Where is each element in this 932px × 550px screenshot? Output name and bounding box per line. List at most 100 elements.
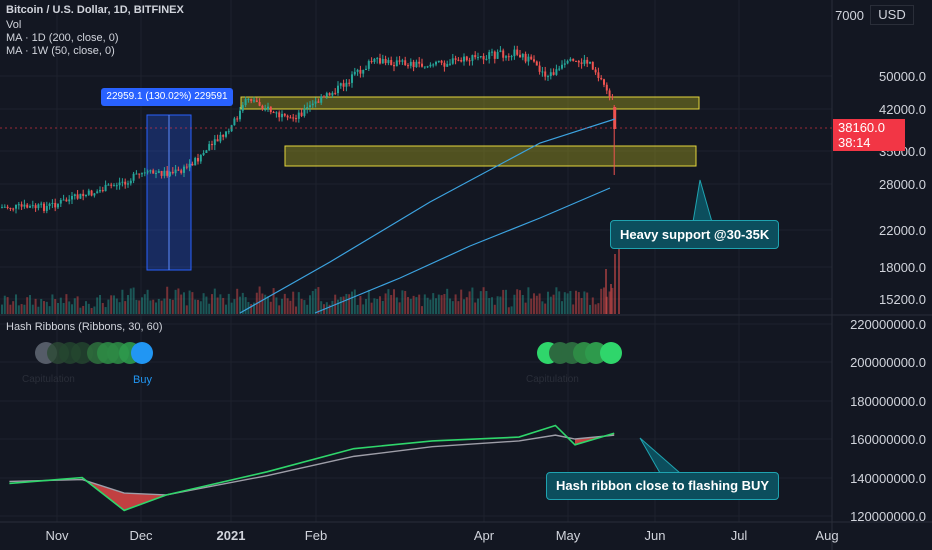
volume-bar	[12, 301, 15, 314]
volume-bar	[79, 307, 82, 314]
volume-bar	[239, 296, 241, 314]
measure-label[interactable]: 22959.1 (130.02%) 229591	[101, 88, 233, 106]
hash-ribbon-callout[interactable]: Hash ribbon close to flashing BUY	[546, 472, 780, 500]
candle-body	[527, 56, 530, 62]
capitulation-label: Capitulation	[526, 374, 579, 385]
volume-bar	[561, 301, 563, 314]
candle-body	[180, 170, 183, 173]
volume-bar	[373, 298, 376, 314]
candle-body	[82, 193, 85, 196]
volume-bar	[566, 293, 569, 314]
ma2-legend: MA · 1W (50, close, 0)	[6, 45, 115, 57]
volume-bar	[597, 303, 600, 314]
volume-bar	[337, 299, 339, 314]
volume-bar	[381, 300, 384, 314]
volume-bar	[213, 288, 216, 314]
volume-bar	[608, 291, 611, 314]
candle-body	[219, 134, 222, 142]
indicator-tick: 200000000.0	[850, 355, 926, 370]
volume-bar	[572, 304, 575, 314]
volume-bar	[222, 297, 225, 314]
volume-bar	[101, 302, 104, 314]
candle-body	[177, 169, 180, 171]
price-tick: 50000.0	[879, 69, 926, 84]
volume-bar	[618, 244, 620, 314]
candle-body	[605, 84, 608, 91]
candle-body	[174, 169, 177, 174]
candle-body	[188, 163, 191, 168]
candle-body	[566, 60, 569, 64]
candle-body	[569, 58, 572, 61]
candle-body	[191, 163, 194, 166]
candle-body	[351, 74, 353, 83]
volume-bar	[40, 298, 43, 314]
candle-body	[496, 51, 499, 59]
candle-body	[292, 117, 295, 119]
candle-body	[379, 58, 381, 64]
candle-body	[163, 170, 166, 176]
volume-bar	[264, 294, 267, 314]
candle-body	[132, 173, 135, 181]
volume-bar	[538, 293, 541, 314]
volume-bar	[177, 288, 180, 314]
volume-bar	[409, 298, 412, 314]
volume-bar	[135, 299, 138, 314]
candle-body	[26, 204, 29, 208]
candle-body	[205, 150, 208, 153]
buy-signal-dot	[131, 342, 153, 364]
currency-button[interactable]: USD	[870, 5, 914, 25]
volume-bar	[555, 287, 558, 314]
candle-body	[90, 190, 93, 196]
volume-bar	[499, 296, 502, 314]
candle-body	[286, 115, 289, 118]
resistance-zone[interactable]	[240, 96, 700, 110]
volume-bar	[320, 301, 323, 314]
candle-body	[353, 71, 356, 75]
candle-body	[440, 60, 443, 63]
volume-bar	[317, 287, 320, 314]
volume-bar	[155, 302, 157, 314]
time-tick: 2021	[216, 528, 246, 543]
time-tick: May	[555, 528, 581, 543]
candle-body	[432, 64, 435, 66]
indicator-tick: 120000000.0	[850, 509, 926, 524]
volume-bar	[216, 297, 219, 314]
volume-bar	[113, 295, 115, 314]
candle-body	[597, 72, 600, 78]
volume-bar	[426, 297, 429, 314]
candle-body	[407, 65, 409, 67]
candle-body	[611, 96, 614, 98]
candle-body	[535, 61, 538, 66]
volume-bar	[34, 298, 37, 314]
candle-body	[197, 158, 199, 162]
volume-bar	[219, 294, 222, 314]
candle-body	[59, 200, 62, 204]
volume-bar	[610, 284, 612, 314]
indicator-title: Hash Ribbons (Ribbons, 30, 60)	[6, 321, 163, 333]
candle-body	[222, 134, 225, 137]
candle-body	[359, 69, 362, 74]
support-zone[interactable]	[284, 145, 697, 167]
candle-body	[613, 107, 617, 129]
candle-body	[460, 60, 463, 62]
signal-dot	[71, 342, 93, 364]
volume-bar	[345, 293, 348, 314]
volume-bar	[233, 299, 236, 314]
candle-body	[171, 171, 174, 174]
time-tick: Dec	[129, 528, 153, 543]
candle-body	[510, 56, 513, 58]
candle-body	[62, 199, 65, 201]
volume-bar	[521, 294, 524, 314]
volume-bar	[496, 296, 499, 314]
candle-body	[485, 58, 488, 60]
volume-bar	[331, 300, 334, 314]
candle-body	[530, 56, 533, 60]
time-tick: Jul	[730, 528, 748, 543]
candle-body	[370, 61, 373, 63]
candle-body	[446, 64, 449, 67]
support-callout[interactable]: Heavy support @30-35K	[610, 220, 780, 249]
candle-body	[20, 204, 23, 207]
candle-body	[348, 82, 351, 84]
price-tick: 42000.0	[879, 102, 926, 117]
